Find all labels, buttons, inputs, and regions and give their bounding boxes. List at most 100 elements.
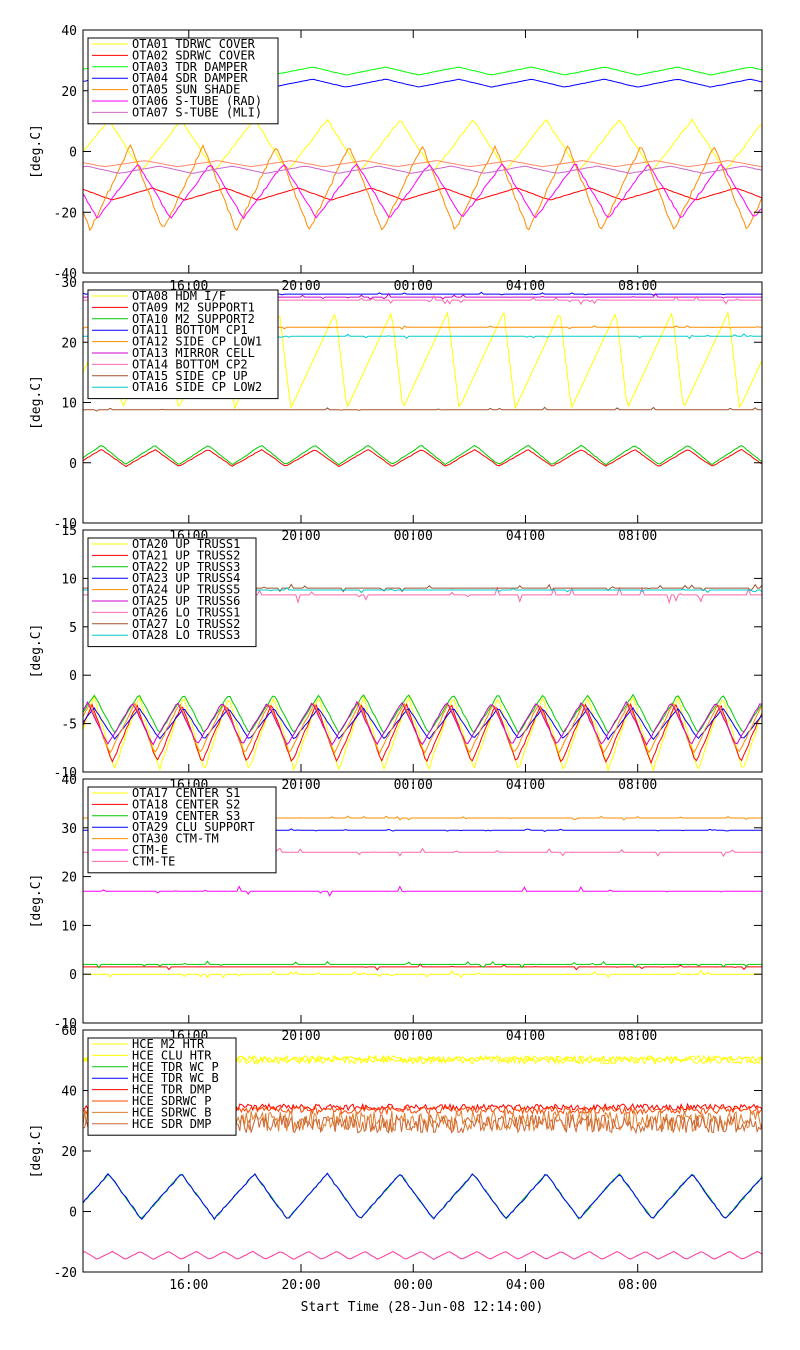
series-line-6 xyxy=(83,885,762,898)
y-tick-label: -20 xyxy=(54,1266,77,1281)
y-tick-label: -40 xyxy=(54,267,77,282)
series-line-5 xyxy=(83,701,762,755)
y-tick-label: 10 xyxy=(61,397,77,412)
y-tick-label: -10 xyxy=(54,517,77,532)
series-line-6 xyxy=(83,700,762,746)
series-line-9 xyxy=(83,1250,762,1260)
legend-label: HCE TDR DMP xyxy=(132,1083,211,1097)
legend-label: OTA03 TDR DAMPER xyxy=(132,60,248,74)
series-line-5 xyxy=(83,144,762,232)
series-line-7 xyxy=(83,165,762,174)
y-tick-label: 10 xyxy=(61,919,77,934)
legend-label: CTM-TE xyxy=(132,854,175,868)
series-line-3 xyxy=(83,1172,762,1221)
y-tick-label: 0 xyxy=(69,1206,77,1221)
legend-label: CTM-E xyxy=(132,843,168,857)
legend-label: OTA21 UP TRUSS2 xyxy=(132,548,240,562)
y-tick-label: 40 xyxy=(61,24,77,39)
y-axis-title: [deg.C] xyxy=(29,124,44,179)
legend-label: OTA01 TDRWC COVER xyxy=(132,37,256,51)
series-line-2 xyxy=(83,448,762,468)
series-line-4 xyxy=(83,1172,762,1220)
legend-label: OTA06 S-TUBE (RAD) xyxy=(132,94,262,108)
y-axis-title: [deg.C] xyxy=(29,375,44,430)
x-tick-label: 20:00 xyxy=(281,1278,320,1293)
y-tick-label: 5 xyxy=(69,621,77,636)
legend-box xyxy=(87,786,277,874)
legend-label: OTA17 CENTER S1 xyxy=(132,786,240,800)
series-line-2 xyxy=(83,963,762,971)
legend-label: OTA09 M2 SUPPORT1 xyxy=(132,300,255,314)
y-tick-label: 20 xyxy=(61,336,77,351)
series-line-8 xyxy=(83,160,762,168)
y-tick-label: 30 xyxy=(61,276,77,291)
legend-label: OTA07 S-TUBE (MLI) xyxy=(132,105,262,119)
y-tick-label: 40 xyxy=(61,773,77,788)
y-tick-label: -10 xyxy=(54,1017,77,1032)
legend-label: OTA10 M2 SUPPORT2 xyxy=(132,312,255,326)
y-tick-label: 15 xyxy=(61,524,77,539)
legend-label: OTA22 UP TRUSS3 xyxy=(132,560,240,574)
series-line-3 xyxy=(83,960,762,969)
legend-label: OTA02 SDRWC COVER xyxy=(132,48,256,62)
legend-label: OTA08 HDM I/F xyxy=(132,289,226,303)
y-tick-label: -20 xyxy=(54,206,77,221)
legend-label: OTA15 SIDE CP UP xyxy=(132,369,248,383)
series-line-8 xyxy=(83,406,762,412)
legend-label: OTA18 CENTER S2 xyxy=(132,797,240,811)
legend-box xyxy=(87,1037,237,1136)
series-line-3 xyxy=(83,693,762,734)
legend-label: OTA13 MIRROR CELL xyxy=(132,346,255,360)
legend-label: OTA19 CENTER S3 xyxy=(132,809,240,823)
legend-label: OTA30 CTM-TM xyxy=(132,832,219,846)
y-tick-label: -10 xyxy=(54,766,77,781)
legend-label: OTA24 UP TRUSS5 xyxy=(132,583,240,597)
x-tick-label: 00:00 xyxy=(394,1278,433,1293)
series-line-1 xyxy=(83,694,762,772)
legend-label: OTA20 UP TRUSS1 xyxy=(132,537,240,551)
legend-label: OTA16 SIDE CP LOW2 xyxy=(132,380,262,394)
y-axis-title: [deg.C] xyxy=(29,624,44,679)
y-axis-title: [deg.C] xyxy=(29,1124,44,1179)
legend-label: HCE CLU HTR xyxy=(132,1048,212,1062)
legend-label: OTA05 SUN SHADE xyxy=(132,83,240,97)
series-line-2 xyxy=(83,702,762,765)
y-tick-label: 10 xyxy=(61,572,77,587)
legend-label: HCE SDR DMP xyxy=(132,1117,211,1131)
x-tick-label: 08:00 xyxy=(618,1278,657,1293)
legend-box xyxy=(87,537,257,648)
y-tick-label: 20 xyxy=(61,871,77,886)
series-line-6 xyxy=(83,163,762,220)
series-line-2 xyxy=(83,187,762,201)
y-tick-label: 0 xyxy=(69,146,77,161)
series-line-4 xyxy=(83,707,762,741)
y-tick-label: 0 xyxy=(69,968,77,983)
series-group xyxy=(83,815,762,979)
y-tick-label: -5 xyxy=(61,718,77,733)
x-tick-label: 16:00 xyxy=(169,1278,208,1293)
y-tick-label: 20 xyxy=(61,85,77,100)
legend-label: OTA23 UP TRUSS4 xyxy=(132,571,240,585)
plot-frame xyxy=(82,529,763,773)
series-line-3 xyxy=(83,444,762,466)
y-axis-title: [deg.C] xyxy=(29,874,44,929)
legend-label: HCE SDRWC P xyxy=(132,1094,211,1108)
legend-label: OTA27 LO TRUSS2 xyxy=(132,617,240,631)
legend-box xyxy=(87,289,279,400)
legend-label: OTA25 UP TRUSS6 xyxy=(132,594,240,608)
y-tick-label: 20 xyxy=(61,1145,77,1160)
y-tick-label: 30 xyxy=(61,822,77,837)
series-line-1 xyxy=(83,969,762,979)
legend-box xyxy=(87,37,279,125)
panel-hce-heaters: 60 40 20 0 -20 16:00 20:00 00:00 04:00 08:00 [deg.… xyxy=(29,1024,763,1293)
legend-label: OTA28 LO TRUSS3 xyxy=(132,628,240,642)
series-line-1 xyxy=(83,117,762,172)
